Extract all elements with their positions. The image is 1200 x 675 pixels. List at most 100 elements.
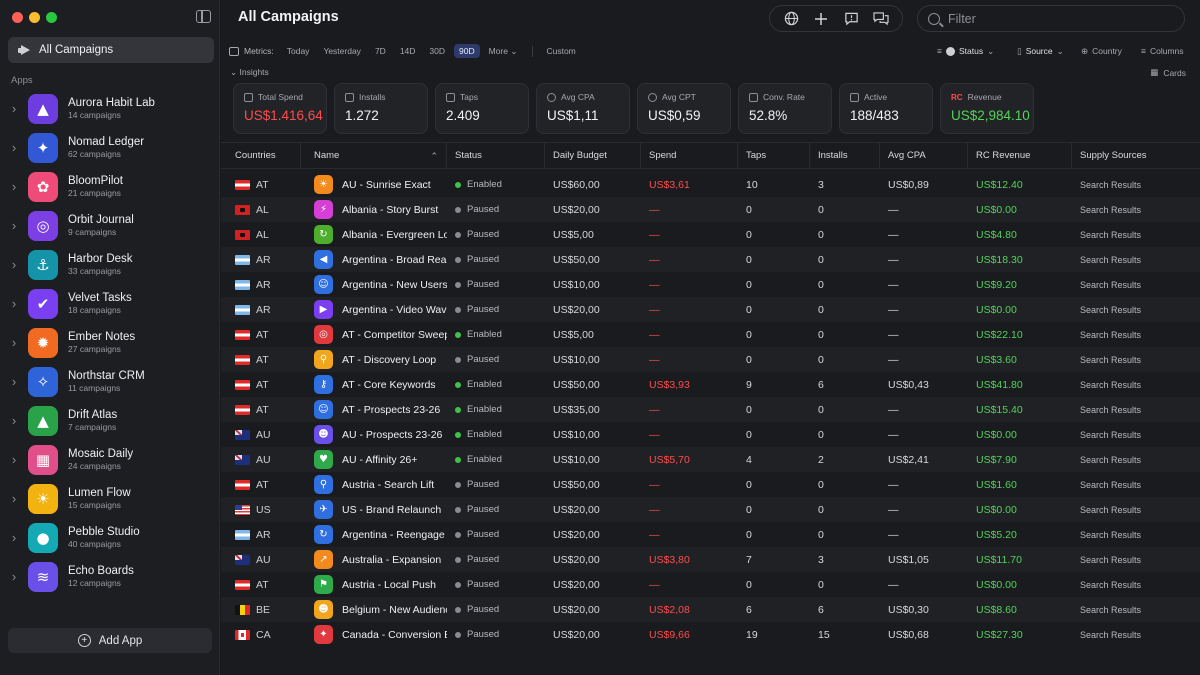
chevron-right-icon[interactable]: › — [11, 140, 17, 155]
campaign-name-cell[interactable]: ⚑ Austria - Local Push — [301, 572, 447, 597]
chevron-right-icon[interactable]: › — [11, 374, 17, 389]
status-cell[interactable]: Paused — [447, 572, 545, 597]
custom-range-button[interactable]: Custom — [546, 46, 576, 56]
add-app-button[interactable]: + Add App — [8, 628, 212, 653]
range-7d[interactable]: 7D — [374, 46, 386, 56]
campaign-name-cell[interactable]: ☀ AU - Sunrise Exact — [301, 172, 447, 197]
source-filter[interactable]: ▯ Source ⌄ — [1017, 43, 1064, 59]
sidebar-toggle-icon[interactable] — [196, 10, 211, 23]
column-header-countries[interactable]: Countries — [221, 142, 301, 169]
table-row[interactable]: US ✈ US - Brand Relaunch Paused US$20,00 — 0 0 —… — [221, 497, 1200, 522]
country-filter[interactable]: ⊕ Country — [1081, 43, 1122, 59]
cards-view-toggle[interactable]: ▦ Cards — [1150, 67, 1186, 78]
globe-icon[interactable] — [782, 10, 800, 28]
column-header-spend[interactable]: Spend — [641, 142, 738, 169]
table-row[interactable]: AT ⚲ Austria - Search Lift Paused US$50,00 — 0… — [221, 472, 1200, 497]
status-cell[interactable]: Enabled — [447, 322, 545, 347]
feedback-icon[interactable] — [842, 10, 860, 28]
table-row[interactable]: AU ☻ AU - Prospects 23-26 Enabled US$10,00 — 0… — [221, 422, 1200, 447]
table-row[interactable]: AT ◎ AT - Competitor Sweep Enabled US$5,00 — 0… — [221, 322, 1200, 347]
table-row[interactable]: BE ☻ Belgium - New Audience Paused US$20,00 U… — [221, 597, 1200, 622]
insights-toggle[interactable]: ⌄ Insights — [230, 67, 269, 78]
status-cell[interactable]: Paused — [447, 522, 545, 547]
campaign-name-cell[interactable]: ⚲ AT - Discovery Loop — [301, 347, 447, 372]
status-filter[interactable]: ≡ Status ⌄ — [937, 43, 994, 59]
status-cell[interactable]: Paused — [447, 622, 545, 647]
chat-icon[interactable] — [872, 10, 890, 28]
campaign-name-cell[interactable]: ☺ Argentina - New Users — [301, 272, 447, 297]
table-row[interactable]: AR ◀ Argentina - Broad Reach Paused US$50,00… — [221, 247, 1200, 272]
campaign-name-cell[interactable]: ▶ Argentina - Video Wave — [301, 297, 447, 322]
sidebar-app-item[interactable]: › ● Pebble Studio 40 campaigns — [0, 518, 219, 557]
table-row[interactable]: AR ↻ Argentina - Reengage Paused US$20,00 — 0 0… — [221, 522, 1200, 547]
chevron-right-icon[interactable]: › — [11, 179, 17, 194]
status-cell[interactable]: Paused — [447, 272, 545, 297]
column-header-status[interactable]: Status — [447, 142, 545, 169]
campaign-name-cell[interactable]: ⚡ Albania - Story Burst — [301, 197, 447, 222]
chevron-right-icon[interactable]: › — [11, 218, 17, 233]
campaign-name-cell[interactable]: ♥ AU - Affinity 26+ — [301, 447, 447, 472]
chevron-right-icon[interactable]: › — [11, 335, 17, 350]
sidebar-app-item[interactable]: › ▦ Mosaic Daily 24 campaigns — [0, 440, 219, 479]
range-14d[interactable]: 14D — [399, 46, 416, 56]
sidebar-app-item[interactable]: › ⚓ Harbor Desk 33 campaigns — [0, 245, 219, 284]
campaign-name-cell[interactable]: ⚷ AT - Core Keywords — [301, 372, 447, 397]
sidebar-app-item[interactable]: › ≋ Echo Boards 12 campaigns — [0, 557, 219, 596]
sidebar-app-item[interactable]: › ▲ Drift Atlas 7 campaigns — [0, 401, 219, 440]
campaign-name-cell[interactable]: ☺ AT - Prospects 23-26 — [301, 397, 447, 422]
status-cell[interactable]: Enabled — [447, 447, 545, 472]
campaign-name-cell[interactable]: ☻ Belgium - New Audience — [301, 597, 447, 622]
table-row[interactable]: AU ↗ Australia - Expansion Paused US$20,00 US… — [221, 547, 1200, 572]
status-cell[interactable]: Enabled — [447, 397, 545, 422]
table-row[interactable]: AT ⚑ Austria - Local Push Paused US$20,00 — 0 0… — [221, 572, 1200, 597]
sidebar-app-item[interactable]: › ✿ BloomPilot 21 campaigns — [0, 167, 219, 206]
table-row[interactable]: CA ✦ Canada - Conversion Boost Paused US$20,… — [221, 622, 1200, 647]
status-cell[interactable]: Paused — [447, 247, 545, 272]
table-row[interactable]: AL ↻ Albania - Evergreen Loop Paused US$5,00… — [221, 222, 1200, 247]
status-cell[interactable]: Paused — [447, 297, 545, 322]
chevron-right-icon[interactable]: › — [11, 530, 17, 545]
table-row[interactable]: AR ☺ Argentina - New Users Paused US$10,00 — 0… — [221, 272, 1200, 297]
column-header-daily-budget[interactable]: Daily Budget — [545, 142, 641, 169]
campaign-name-cell[interactable]: ◀ Argentina - Broad Reach — [301, 247, 447, 272]
column-header-avg-cpa[interactable]: Avg CPA — [880, 142, 968, 169]
campaign-name-cell[interactable]: ↗ Australia - Expansion — [301, 547, 447, 572]
status-cell[interactable]: Paused — [447, 547, 545, 572]
range-today[interactable]: Today — [286, 46, 310, 56]
minimize-window-button[interactable] — [29, 12, 40, 23]
plus-icon[interactable] — [812, 10, 830, 28]
zoom-window-button[interactable] — [46, 12, 57, 23]
table-row[interactable]: AR ▶ Argentina - Video Wave Paused US$20,00 —… — [221, 297, 1200, 322]
campaign-name-cell[interactable]: ⚲ Austria - Search Lift — [301, 472, 447, 497]
filter-input[interactable] — [948, 11, 1168, 26]
table-row[interactable]: AT ☀ AU - Sunrise Exact Enabled US$60,00 US$3… — [221, 172, 1200, 197]
chevron-right-icon[interactable]: › — [11, 491, 17, 506]
status-cell[interactable]: Enabled — [447, 422, 545, 447]
table-row[interactable]: AT ☺ AT - Prospects 23-26 Enabled US$35,00 — 0… — [221, 397, 1200, 422]
campaign-name-cell[interactable]: ✦ Canada - Conversion Boost — [301, 622, 447, 647]
column-header-taps[interactable]: Taps — [738, 142, 810, 169]
sidebar-app-item[interactable]: › ◎ Orbit Journal 9 campaigns — [0, 206, 219, 245]
column-header-rc-revenue[interactable]: RC Revenue — [968, 142, 1072, 169]
range-yesterday[interactable]: Yesterday — [323, 46, 361, 56]
chevron-right-icon[interactable]: › — [11, 296, 17, 311]
status-cell[interactable]: Enabled — [447, 172, 545, 197]
sidebar-app-item[interactable]: › ✔ Velvet Tasks 18 campaigns — [0, 284, 219, 323]
close-window-button[interactable] — [12, 12, 23, 23]
chevron-right-icon[interactable]: › — [11, 257, 17, 272]
chevron-right-icon[interactable]: › — [11, 413, 17, 428]
status-cell[interactable]: Paused — [447, 497, 545, 522]
status-cell[interactable]: Paused — [447, 597, 545, 622]
status-cell[interactable]: Enabled — [447, 372, 545, 397]
campaign-name-cell[interactable]: ◎ AT - Competitor Sweep — [301, 322, 447, 347]
columns-button[interactable]: ≡ Columns — [1141, 43, 1184, 59]
status-cell[interactable]: Paused — [447, 347, 545, 372]
sidebar-app-item[interactable]: › ✹ Ember Notes 27 campaigns — [0, 323, 219, 362]
chevron-right-icon[interactable]: › — [11, 452, 17, 467]
sidebar-app-item[interactable]: › ☀ Lumen Flow 15 campaigns — [0, 479, 219, 518]
chevron-right-icon[interactable]: › — [11, 101, 17, 116]
table-row[interactable]: AT ⚲ AT - Discovery Loop Paused US$10,00 — 0 0 —… — [221, 347, 1200, 372]
table-row[interactable]: AT ⚷ AT - Core Keywords Enabled US$50,00 US$3… — [221, 372, 1200, 397]
table-row[interactable]: AU ♥ AU - Affinity 26+ Enabled US$10,00 US$5,… — [221, 447, 1200, 472]
column-header-installs[interactable]: Installs — [810, 142, 880, 169]
